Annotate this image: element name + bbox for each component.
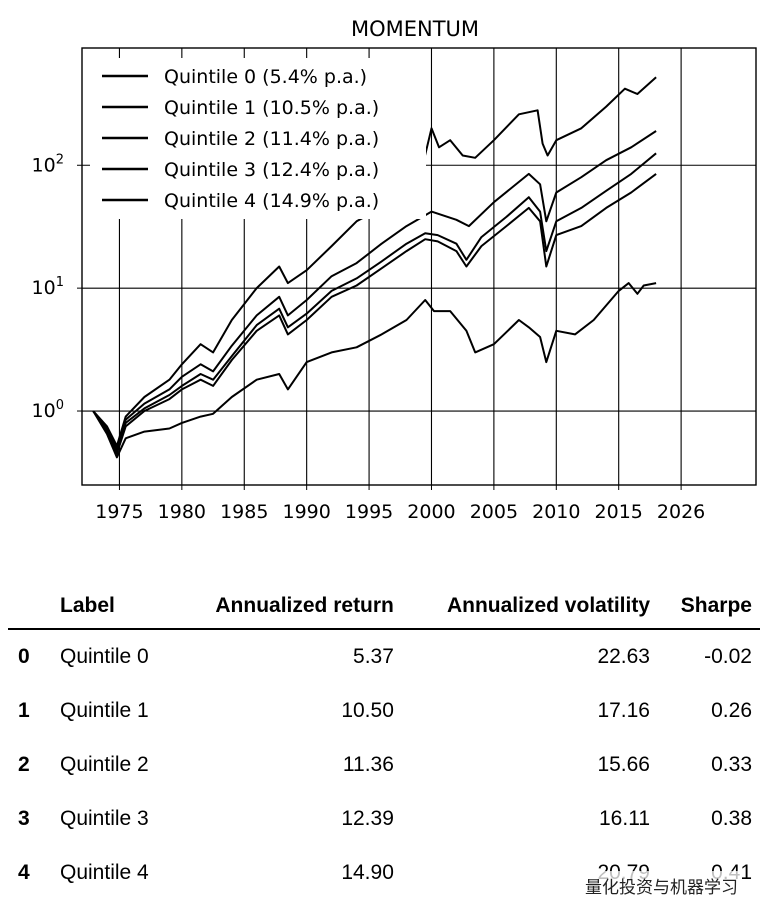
table-row: 0 Quintile 0 5.37 22.63 -0.02 xyxy=(8,629,760,684)
row-label: Quintile 4 xyxy=(60,861,149,884)
stats-table-container: Label Annualized return Annualized volat… xyxy=(8,588,760,900)
x-tick-label: 1995 xyxy=(345,501,393,523)
watermark-label: 量化投资与机器学习 xyxy=(581,871,742,900)
index-header xyxy=(8,588,52,629)
column-header-return: Annualized return xyxy=(215,594,394,617)
x-axis-ticks: 1975 1980 1985 1990 1995 2000 2005 2010 2015 2026 xyxy=(95,485,705,523)
row-return: 5.37 xyxy=(353,645,394,668)
legend-label: Quintile 2 (11.4% p.a.) xyxy=(164,128,379,150)
x-tick-label: 1975 xyxy=(95,501,143,523)
row-return: 12.39 xyxy=(341,807,394,830)
legend-label: Quintile 1 (10.5% p.a.) xyxy=(164,97,379,119)
row-label: Quintile 2 xyxy=(60,753,149,776)
row-label: Quintile 3 xyxy=(60,807,149,830)
x-tick-label: 1980 xyxy=(158,501,206,523)
x-tick-label: 1985 xyxy=(220,501,268,523)
column-header-label: Label xyxy=(60,594,115,617)
column-header-sharpe: Sharpe xyxy=(680,594,752,617)
chart-legend: Quintile 0 (5.4% p.a.) Quintile 1 (10.5% … xyxy=(90,58,426,219)
legend-label: Quintile 3 (12.4% p.a.) xyxy=(164,159,379,181)
row-volatility: 22.63 xyxy=(597,645,650,668)
series-line-quintile-0 xyxy=(92,282,657,459)
x-tick-label: 2015 xyxy=(595,501,643,523)
chart-title: MOMENTUM xyxy=(351,17,479,41)
row-sharpe: 0.38 xyxy=(711,807,752,830)
row-sharpe: -0.02 xyxy=(704,645,752,668)
row-volatility: 17.16 xyxy=(597,699,650,722)
table-header-row: Label Annualized return Annualized volat… xyxy=(8,588,760,629)
row-label: Quintile 0 xyxy=(60,645,149,668)
row-index: 3 xyxy=(18,807,30,830)
momentum-chart: MOMENTUM 1975 1980 1985 1990 1995 2000 2005 201… xyxy=(32,17,757,523)
row-index: 4 xyxy=(18,861,30,884)
row-volatility: 16.11 xyxy=(599,807,650,830)
row-index: 2 xyxy=(18,753,30,776)
row-return: 10.50 xyxy=(341,699,394,722)
row-label: Quintile 1 xyxy=(60,699,149,722)
row-index: 0 xyxy=(18,645,30,668)
series-line-quintile-2 xyxy=(92,152,657,452)
y-axis-ticks: 100 101 102 xyxy=(32,152,82,422)
row-index: 1 xyxy=(18,699,30,722)
row-volatility: 15.66 xyxy=(597,753,650,776)
row-return: 14.90 xyxy=(341,861,394,884)
plot-area-frame xyxy=(81,47,757,486)
x-tick-label: 2010 xyxy=(532,501,580,523)
table-row: 2 Quintile 2 11.36 15.66 0.33 xyxy=(8,738,760,792)
table-row: 1 Quintile 1 10.50 17.16 0.26 xyxy=(8,684,760,738)
y-tick-label: 102 xyxy=(32,152,64,176)
stats-table: Label Annualized return Annualized volat… xyxy=(8,588,760,900)
row-return: 11.36 xyxy=(342,753,394,776)
y-tick-label: 101 xyxy=(32,275,64,299)
x-tick-label: 2026 xyxy=(657,501,705,523)
row-sharpe: 0.26 xyxy=(711,699,752,722)
legend-label: Quintile 0 (5.4% p.a.) xyxy=(164,66,367,88)
y-tick-label: 100 xyxy=(32,398,64,422)
x-tick-label: 2005 xyxy=(470,501,518,523)
series-line-quintile-3 xyxy=(92,130,657,449)
x-tick-label: 1990 xyxy=(282,501,330,523)
row-sharpe: 0.33 xyxy=(711,753,752,776)
x-tick-label: 2000 xyxy=(407,501,455,523)
series-line-quintile-1 xyxy=(92,173,657,455)
column-header-volatility: Annualized volatility xyxy=(446,594,650,617)
legend-label: Quintile 4 (14.9% p.a.) xyxy=(164,190,379,212)
table-row: 3 Quintile 3 12.39 16.11 0.38 xyxy=(8,792,760,846)
